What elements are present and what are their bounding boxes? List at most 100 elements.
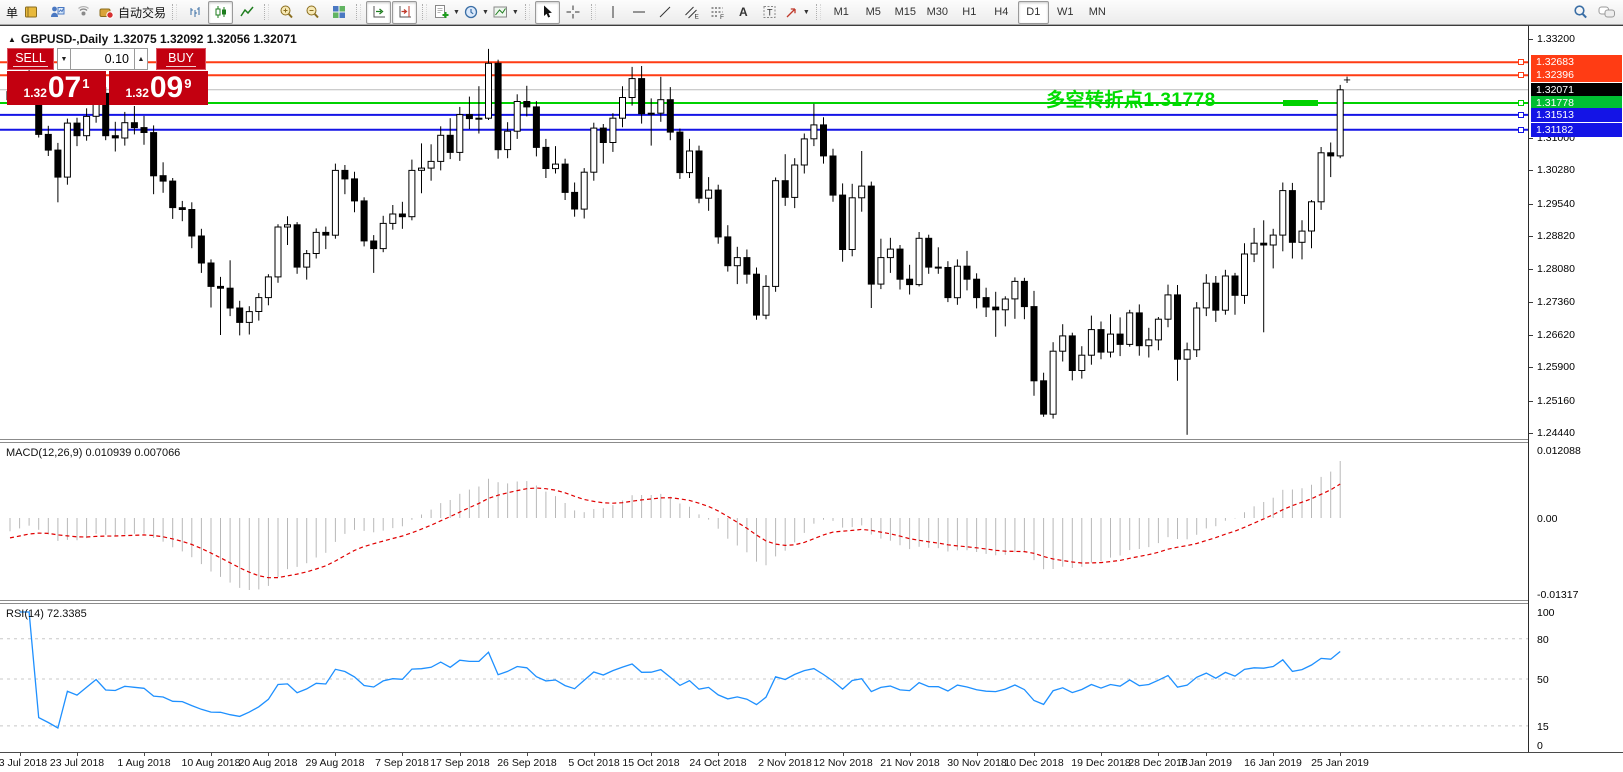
time-axis-tick <box>1273 753 1274 756</box>
arrow-objects-icon <box>784 4 800 20</box>
price-level-badge: 1.32071 <box>1531 83 1622 97</box>
line-endpoint-handle[interactable] <box>1518 127 1524 133</box>
price-axis-tick <box>1529 335 1533 336</box>
toolbar-gripper <box>815 4 821 20</box>
time-axis-label: 16 Jan 2019 <box>1244 757 1302 769</box>
timeframe-button-m5[interactable]: M5 <box>865 6 881 18</box>
price-chart-panel[interactable]: + <box>0 28 1528 439</box>
arrows-button[interactable]: ▼ <box>783 1 811 24</box>
search-button[interactable] <box>1568 1 1593 24</box>
time-axis-tick <box>1101 753 1102 756</box>
line-endpoint-handle[interactable] <box>1518 72 1524 78</box>
cursor-button[interactable] <box>534 0 560 24</box>
chart-shift-button[interactable] <box>392 0 418 24</box>
bar-chart-icon <box>187 4 203 20</box>
macd-axis-label: 0.00 <box>1537 513 1558 525</box>
history-book-button[interactable] <box>19 1 44 24</box>
time-axis-tick <box>211 753 212 756</box>
tile-windows-button[interactable] <box>326 1 351 24</box>
svg-text:E: E <box>694 14 699 21</box>
panel-separator[interactable] <box>0 600 1623 604</box>
pivot-annotation-text[interactable]: 多空转折点1.31778 <box>1046 90 1216 111</box>
templates-button[interactable]: ▼ <box>491 1 520 24</box>
text-a-icon: A <box>739 5 748 19</box>
rsi-panel[interactable] <box>0 604 1528 750</box>
horizontal-line-button[interactable] <box>627 1 652 24</box>
signals-button[interactable] <box>71 1 96 24</box>
autoscroll-button[interactable] <box>366 0 392 24</box>
equidistant-channel-button[interactable]: E <box>679 1 704 24</box>
time-axis-tick <box>651 753 652 756</box>
sell-button[interactable]: SELL <box>7 48 54 70</box>
candlestick-series <box>6 48 1344 435</box>
tile-windows-icon <box>331 4 347 20</box>
timeframe-button-w1[interactable]: W1 <box>1057 6 1074 18</box>
macd-panel[interactable] <box>0 444 1528 600</box>
strategy-tester-button[interactable] <box>45 1 70 24</box>
line-endpoint-handle[interactable] <box>1518 100 1524 106</box>
timeframe-button-m1[interactable]: M1 <box>833 6 849 18</box>
price-axis-tick-label: 1.26620 <box>1537 329 1575 341</box>
line-chart-button[interactable] <box>234 1 259 24</box>
timeframe-button-d1[interactable]: D1 <box>1017 0 1049 24</box>
candlestick-chart-button[interactable] <box>208 0 234 24</box>
sell-button-label: SELL <box>13 51 48 67</box>
toolbar-gripper <box>422 4 428 20</box>
timeframe-button-h4[interactable]: H4 <box>994 6 1009 18</box>
indicators-button[interactable]: ▼ <box>432 1 461 24</box>
rsi-axis-label: 50 <box>1537 674 1549 686</box>
trendline-button[interactable] <box>653 1 678 24</box>
macd-current-values: 0.010939 0.007066 <box>85 447 181 459</box>
timeframe-button-m15[interactable]: M15 <box>894 6 916 18</box>
radar-icon <box>75 4 92 20</box>
line-endpoint-handle[interactable] <box>1518 112 1524 118</box>
time-axis-tick <box>1206 753 1207 756</box>
price-axis-tick <box>1529 269 1533 270</box>
zoom-out-button[interactable] <box>300 1 325 24</box>
volume-down-button[interactable]: ▼ <box>57 48 71 70</box>
zoom-out-icon <box>304 4 321 20</box>
collapse-triangle-icon[interactable]: ▲ <box>8 34 16 44</box>
periods-button[interactable]: ▼ <box>462 1 490 24</box>
rsi-current-value: 72.3385 <box>46 608 87 620</box>
timeframe-button-mn[interactable]: MN <box>1088 6 1106 18</box>
price-axis-tick-label: 1.29540 <box>1537 198 1575 210</box>
timeframe-button-h1[interactable]: H1 <box>962 6 977 18</box>
time-axis-tick <box>718 753 719 756</box>
chart-window[interactable]: + 1.33200 1.31000 1.30280 1.29540 1.28820 1.2… <box>0 25 1623 772</box>
buy-button[interactable]: BUY <box>156 48 206 70</box>
price-axis-tick <box>1529 401 1533 402</box>
text-button[interactable]: A <box>731 1 756 24</box>
crosshair-button[interactable] <box>561 1 586 24</box>
community-chat-button[interactable] <box>1594 1 1619 24</box>
volume-up-button[interactable]: ▲ <box>134 48 148 70</box>
time-axis-tick <box>20 753 21 756</box>
volume-input[interactable]: 0.10 <box>71 48 134 70</box>
line-endpoint-handle[interactable] <box>1518 59 1524 65</box>
fibonacci-button[interactable]: F <box>705 1 730 24</box>
macd-axis-label: -0.01317 <box>1537 589 1579 601</box>
time-axis-tick <box>977 753 978 756</box>
buy-price-big: 09 <box>149 71 184 104</box>
zoom-in-button[interactable] <box>274 1 299 24</box>
person-chart-icon <box>49 4 66 20</box>
timeframe-button-m30[interactable]: M30 <box>926 6 948 18</box>
autotrading-button[interactable]: 自动交易 <box>97 1 167 24</box>
zoom-in-icon <box>278 4 295 20</box>
time-axis-tick <box>144 753 145 756</box>
bar-chart-button[interactable] <box>182 1 207 24</box>
rsi-axis-label: 0 <box>1537 740 1543 752</box>
sell-price-pip: 1 <box>82 76 90 91</box>
vertical-line-icon <box>605 4 621 20</box>
price-axis[interactable]: 1.33200 1.31000 1.30280 1.29540 1.28820 1.280… <box>1528 26 1623 752</box>
buy-price[interactable]: 1.32 09 9 <box>109 71 208 105</box>
text-label-button[interactable]: T <box>757 1 782 24</box>
time-axis-tick <box>268 753 269 756</box>
price-axis-tick <box>1529 39 1533 40</box>
toolbar-gripper <box>356 4 362 20</box>
panel-separator[interactable] <box>0 439 1623 443</box>
sell-price[interactable]: 1.32 07 1 <box>7 71 106 105</box>
green-trend-segment[interactable] <box>1283 100 1318 106</box>
vertical-line-button[interactable] <box>601 1 626 24</box>
